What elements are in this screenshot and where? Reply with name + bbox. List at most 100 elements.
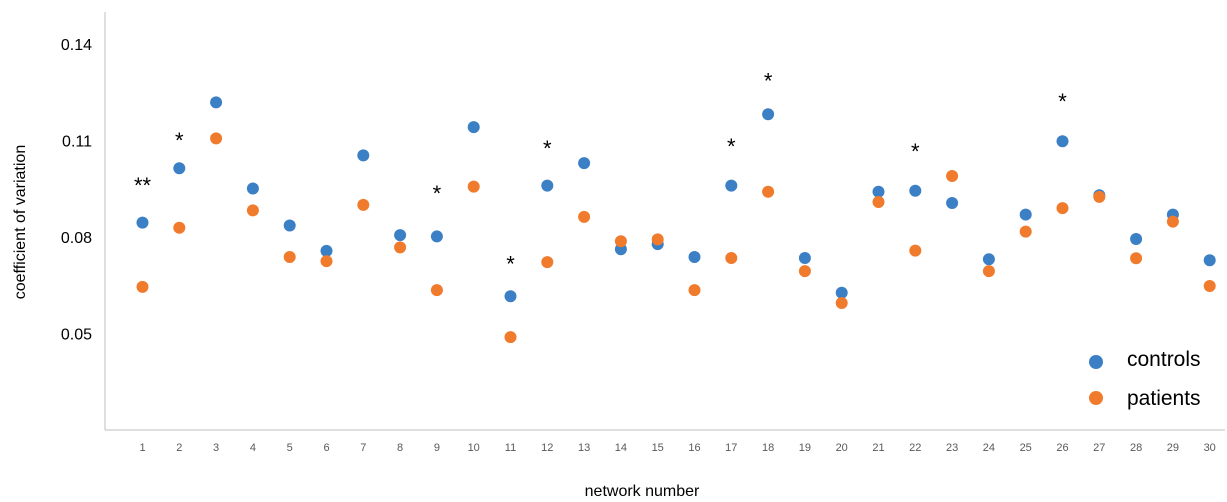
y-tick-label: 0.14 [61, 37, 92, 54]
significance-marker: * [1058, 89, 1067, 114]
point-controls-25 [1019, 208, 1032, 221]
x-tick-label: 12 [541, 442, 553, 454]
point-patients-8 [394, 241, 407, 254]
x-tick-label: 17 [725, 442, 737, 454]
point-controls-28 [1130, 233, 1143, 246]
significance-marker: * [175, 128, 184, 153]
point-controls-10 [467, 121, 480, 134]
point-patients-12 [541, 256, 554, 269]
x-tick-label: 4 [250, 442, 256, 454]
point-patients-6 [320, 255, 333, 268]
x-tick-label: 6 [323, 442, 329, 454]
point-controls-1 [136, 216, 149, 229]
point-patients-27 [1093, 190, 1106, 203]
y-tick-label: 0.05 [61, 327, 92, 344]
point-controls-30 [1203, 254, 1216, 267]
y-axis-title: coefficient of variation [12, 145, 29, 299]
x-tick-label: 7 [360, 442, 366, 454]
legend-marker-patients [1089, 391, 1103, 405]
x-tick-label: 9 [434, 442, 440, 454]
point-patients-28 [1130, 252, 1143, 265]
legend-label-patients: patients [1127, 387, 1201, 410]
significance-marker: * [433, 181, 442, 206]
legend: controls patients [1089, 348, 1201, 410]
point-patients-20 [835, 296, 848, 309]
x-tick-label: 28 [1130, 442, 1142, 454]
point-controls-17 [725, 179, 738, 192]
y-tick-label: 0.11 [62, 134, 92, 151]
significance-marker: * [911, 139, 920, 164]
x-tick-label: 13 [578, 442, 590, 454]
point-patients-9 [430, 284, 443, 297]
point-controls-3 [210, 96, 223, 109]
significance-annotations: ****** **** [134, 68, 1067, 276]
x-tick-label: 5 [287, 442, 293, 454]
point-controls-7 [357, 149, 370, 162]
significance-marker: * [727, 134, 736, 159]
significance-marker: * [764, 68, 773, 93]
point-patients-10 [467, 180, 480, 193]
x-tick-labels: 1 2 3 4 5 6 7 8 9 10 11 12 13 14 15 16 17 18 19 20 21 22 23 24 2… [139, 442, 1215, 454]
x-tick-label: 14 [615, 442, 627, 454]
point-patients-16 [688, 284, 701, 297]
point-patients-18 [762, 185, 775, 198]
x-tick-label: 25 [1020, 442, 1032, 454]
y-tick-labels: 0.05 0.08 0.11 0.14 [61, 37, 92, 343]
x-tick-label: 27 [1093, 442, 1105, 454]
significance-marker: * [543, 136, 552, 161]
x-tick-label: 26 [1056, 442, 1068, 454]
x-tick-label: 29 [1167, 442, 1179, 454]
point-patients-30 [1203, 279, 1216, 292]
point-patients-17 [725, 251, 738, 264]
x-tick-label: 22 [909, 442, 921, 454]
x-tick-label: 3 [213, 442, 219, 454]
point-controls-5 [283, 219, 296, 232]
point-controls-8 [394, 229, 407, 242]
point-controls-11 [504, 290, 517, 303]
point-controls-26 [1056, 135, 1069, 148]
point-controls-24 [982, 253, 995, 266]
y-tick-label: 0.08 [61, 230, 92, 247]
x-tick-label: 8 [397, 442, 403, 454]
point-patients-4 [246, 204, 259, 217]
x-tick-label: 24 [983, 442, 995, 454]
point-patients-24 [982, 265, 995, 278]
point-controls-13 [578, 157, 591, 170]
point-controls-9 [430, 230, 443, 243]
data-points [136, 96, 1216, 344]
point-controls-19 [798, 251, 811, 264]
legend-marker-controls [1089, 355, 1103, 369]
point-patients-13 [578, 210, 591, 223]
x-tick-label: 15 [652, 442, 664, 454]
point-controls-16 [688, 251, 701, 264]
x-tick-label: 20 [836, 442, 848, 454]
point-controls-12 [541, 179, 554, 192]
x-tick-label: 19 [799, 442, 811, 454]
x-tick-label: 11 [505, 442, 516, 454]
point-controls-21 [872, 185, 885, 198]
x-tick-label: 16 [688, 442, 700, 454]
point-controls-6 [320, 244, 333, 257]
point-patients-2 [173, 221, 186, 234]
x-tick-label: 1 [139, 442, 145, 454]
point-patients-11 [504, 331, 517, 344]
point-patients-1 [136, 280, 149, 293]
point-patients-25 [1019, 225, 1032, 238]
point-controls-23 [946, 196, 959, 209]
point-patients-21 [872, 196, 885, 209]
x-tick-label: 2 [176, 442, 182, 454]
point-patients-22 [909, 244, 922, 257]
point-patients-15 [651, 233, 664, 246]
point-controls-2 [173, 162, 186, 175]
point-controls-20 [835, 286, 848, 299]
point-patients-19 [798, 265, 811, 278]
x-axis-title: network number [585, 483, 700, 500]
x-tick-label: 18 [762, 442, 774, 454]
x-tick-label: 23 [946, 442, 958, 454]
point-patients-7 [357, 198, 370, 211]
point-patients-14 [614, 235, 627, 248]
significance-marker: * [506, 252, 515, 277]
point-patients-29 [1166, 215, 1179, 228]
point-controls-22 [909, 184, 922, 197]
